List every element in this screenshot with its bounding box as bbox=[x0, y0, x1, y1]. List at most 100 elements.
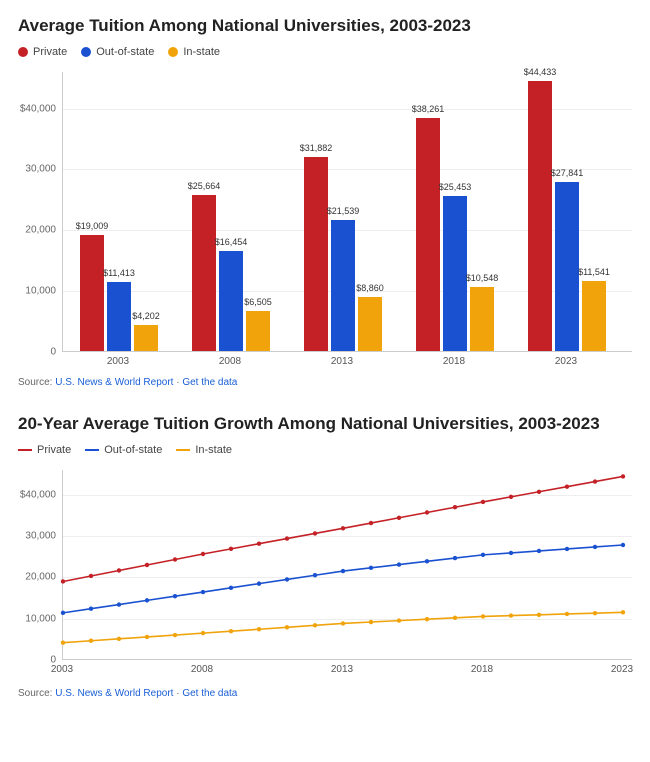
bar-value-label: $6,505 bbox=[244, 297, 272, 307]
legend-item: Out-of-state bbox=[85, 444, 162, 456]
bar-value-label: $11,413 bbox=[103, 268, 135, 278]
bar-chart-section: Average Tuition Among National Universit… bbox=[18, 16, 632, 388]
x-tick-label: 2013 bbox=[331, 664, 353, 675]
x-tick-label: 2023 bbox=[611, 664, 633, 675]
series-marker bbox=[117, 568, 121, 572]
series-marker bbox=[369, 620, 373, 624]
bar-value-label: $8,860 bbox=[356, 283, 384, 293]
legend-item: Out-of-state bbox=[81, 46, 154, 58]
source-link-usnews[interactable]: U.S. News & World Report bbox=[55, 688, 173, 699]
series-marker bbox=[201, 552, 205, 556]
y-tick-label: $40,000 bbox=[20, 103, 56, 114]
series-marker bbox=[369, 521, 373, 525]
bar-x-axis: 20032008201320182023 bbox=[62, 356, 622, 367]
series-marker bbox=[313, 531, 317, 535]
series-marker bbox=[313, 573, 317, 577]
legend-label: Private bbox=[37, 444, 71, 456]
series-marker bbox=[509, 495, 513, 499]
legend-label: Out-of-state bbox=[104, 444, 162, 456]
series-marker bbox=[621, 474, 625, 478]
bar: $25,664 bbox=[192, 195, 216, 351]
bar-fill bbox=[80, 235, 104, 351]
bar: $19,009 bbox=[80, 235, 104, 351]
bar-fill bbox=[192, 195, 216, 351]
x-tick-label: 2018 bbox=[471, 664, 493, 675]
series-marker bbox=[341, 526, 345, 530]
bar-fill bbox=[219, 251, 243, 351]
series-marker bbox=[593, 545, 597, 549]
bar-group: $44,433$27,841$11,541 bbox=[528, 72, 606, 351]
bar-group: $38,261$25,453 $10,548 bbox=[416, 72, 494, 351]
legend-swatch bbox=[81, 47, 91, 57]
series-marker bbox=[341, 621, 345, 625]
series-marker bbox=[453, 616, 457, 620]
bar-value-label: $25,664 bbox=[188, 181, 221, 191]
x-tick-label: 2003 bbox=[51, 664, 73, 675]
x-tick-label: 2018 bbox=[398, 356, 510, 367]
bar: $10,548 bbox=[470, 287, 494, 351]
series-marker bbox=[61, 640, 65, 644]
line-chart-section: 20-Year Average Tuition Growth Among Nat… bbox=[18, 414, 632, 699]
bar-plot: $19,009$11,413$4,202$25,664$16,454$6,505… bbox=[62, 72, 632, 352]
y-tick-label: 20,000 bbox=[25, 225, 56, 236]
bar-fill bbox=[246, 311, 270, 351]
legend-item: Private bbox=[18, 46, 67, 58]
series-marker bbox=[201, 590, 205, 594]
bar: $44,433 bbox=[528, 81, 552, 351]
series-marker bbox=[117, 637, 121, 641]
bar: $21,539 bbox=[331, 220, 355, 351]
legend-item: Private bbox=[18, 444, 71, 456]
line-plot bbox=[62, 470, 632, 660]
legend-swatch bbox=[85, 449, 99, 451]
bar-fill bbox=[470, 287, 494, 351]
series-marker bbox=[537, 549, 541, 553]
legend-item: In-state bbox=[168, 46, 220, 58]
bar-value-label: $25,453 bbox=[439, 182, 472, 192]
bar-group: $19,009$11,413 $4,202 bbox=[80, 72, 158, 351]
bar-value-label: $19,009 bbox=[76, 221, 109, 231]
legend-swatch bbox=[18, 47, 28, 57]
series-marker bbox=[481, 500, 485, 504]
bar: $8,860 bbox=[358, 297, 382, 351]
series-marker bbox=[285, 625, 289, 629]
bar-chart-title: Average Tuition Among National Universit… bbox=[18, 16, 632, 36]
series-marker bbox=[425, 559, 429, 563]
series-marker bbox=[481, 614, 485, 618]
series-marker bbox=[453, 556, 457, 560]
bar-fill bbox=[443, 196, 467, 351]
bar-value-label: $4,202 bbox=[132, 311, 160, 321]
source-prefix: Source: bbox=[18, 377, 55, 388]
source-sep: · bbox=[173, 688, 182, 699]
source-link-get-data[interactable]: Get the data bbox=[182, 688, 237, 699]
bar: $31,882 bbox=[304, 157, 328, 351]
series-marker bbox=[145, 635, 149, 639]
legend-swatch bbox=[176, 449, 190, 451]
series-marker bbox=[89, 606, 93, 610]
bar-fill bbox=[331, 220, 355, 351]
series-marker bbox=[229, 547, 233, 551]
series-marker bbox=[397, 516, 401, 520]
series-marker bbox=[565, 484, 569, 488]
series-marker bbox=[173, 633, 177, 637]
series-marker bbox=[61, 611, 65, 615]
legend-swatch bbox=[168, 47, 178, 57]
series-marker bbox=[425, 617, 429, 621]
x-tick-label: 2023 bbox=[510, 356, 622, 367]
series-marker bbox=[257, 581, 261, 585]
bar-fill bbox=[304, 157, 328, 351]
source-link-usnews[interactable]: U.S. News & World Report bbox=[55, 377, 173, 388]
source-link-get-data[interactable]: Get the data bbox=[182, 377, 237, 388]
series-marker bbox=[593, 479, 597, 483]
source-sep: · bbox=[173, 377, 182, 388]
bar: $38,261 bbox=[416, 118, 440, 351]
series-line bbox=[63, 545, 623, 613]
series-marker bbox=[509, 613, 513, 617]
bar-fill bbox=[107, 282, 131, 351]
line-chart-plot-area: 010,00020,00030,000$40,000 bbox=[18, 470, 632, 660]
legend-label: In-state bbox=[195, 444, 232, 456]
line-y-axis: 010,00020,00030,000$40,000 bbox=[18, 470, 62, 660]
bar: $11,541 bbox=[582, 281, 606, 351]
x-tick-label: 2008 bbox=[191, 664, 213, 675]
x-tick-label: 2013 bbox=[286, 356, 398, 367]
line-chart-source: Source: U.S. News & World Report · Get t… bbox=[18, 688, 632, 699]
